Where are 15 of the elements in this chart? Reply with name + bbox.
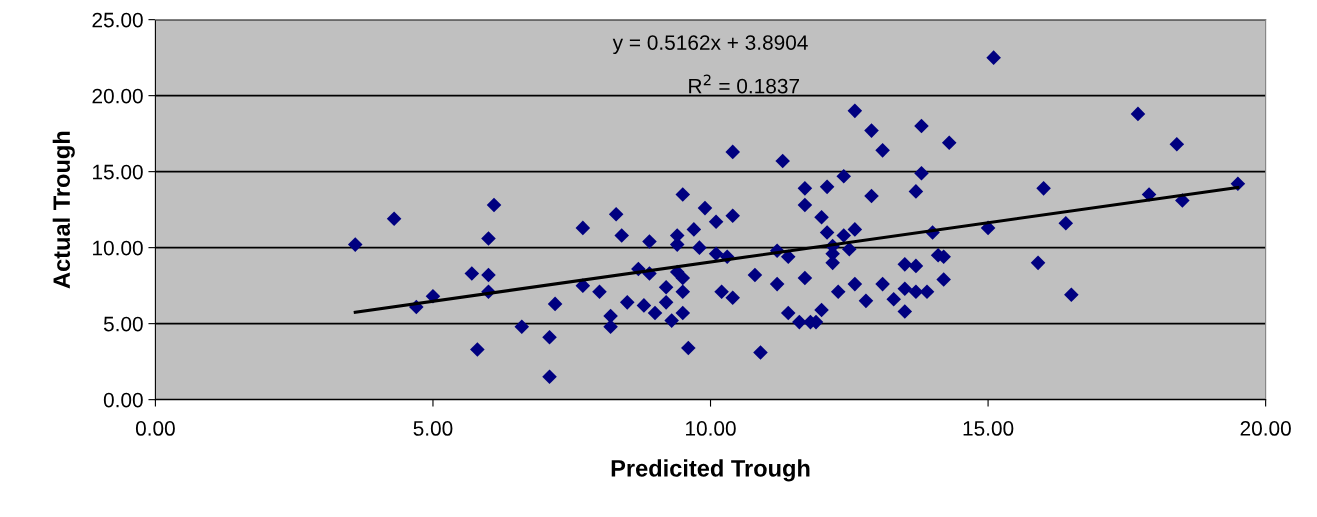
y-tick-label: 25.00 xyxy=(92,12,143,28)
x-tick-label: 20.00 xyxy=(1240,421,1291,436)
y-tick-label: 15.00 xyxy=(93,164,143,180)
y-tick-label: 20.00 xyxy=(92,88,143,104)
y-tick-label: 5.00 xyxy=(103,316,143,332)
annotation: y = 0.5162x + 3.8904 xyxy=(612,35,808,55)
x-tick-label: 10.00 xyxy=(686,421,736,436)
y-axis-title: Actual Trough xyxy=(52,131,75,289)
y-tick-label: 10.00 xyxy=(93,240,143,256)
annotation: R$^{2}$ = 0.1837 xyxy=(689,74,799,94)
x-tick-label: 5.00 xyxy=(413,421,453,436)
x-tick-label: 15.00 xyxy=(963,421,1014,436)
x-tick-label: 0.00 xyxy=(135,421,175,436)
x-axis-title: Predicited Trough xyxy=(611,459,810,482)
y-tick-label: 0.00 xyxy=(103,392,143,408)
